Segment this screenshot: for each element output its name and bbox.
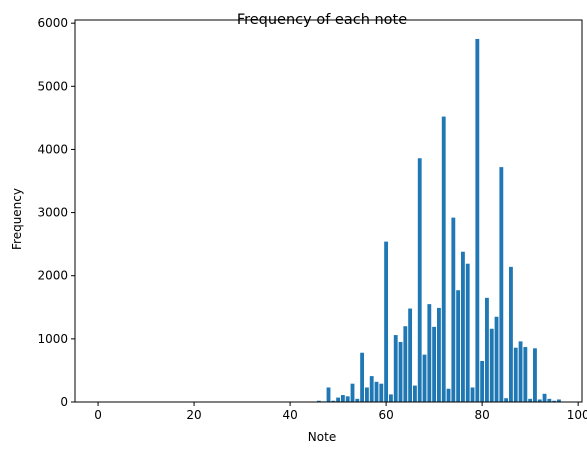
y-axis-ticks: 0 1000 2000 3000 4000 5000 6000 (37, 16, 75, 409)
y-tick-label: 4000 (37, 142, 68, 156)
x-axis-ticks: 0 20 40 60 80 100 (94, 402, 587, 422)
bar-note-60 (384, 241, 389, 402)
bar-note-78 (470, 387, 475, 402)
bar-note-87 (513, 347, 518, 402)
bar-note-62 (393, 335, 398, 402)
bar-note-66 (413, 385, 417, 402)
bar-note-73 (446, 388, 451, 402)
bar-note-65 (408, 308, 413, 402)
bar-note-71 (437, 307, 441, 402)
y-tick-label: 1000 (37, 332, 68, 346)
bar-note-64 (403, 326, 408, 402)
bar-note-49 (331, 400, 336, 402)
y-tick-label: 2000 (37, 269, 68, 283)
y-tick-label: 5000 (37, 79, 68, 93)
bar-note-92 (537, 399, 542, 402)
bar-note-94 (547, 398, 552, 402)
bar-note-54 (355, 398, 360, 402)
bar-note-57 (369, 376, 374, 402)
bar-note-93 (542, 393, 547, 402)
bar-note-74 (451, 217, 456, 402)
bar-note-68 (422, 354, 427, 402)
bar-note-56 (364, 387, 369, 402)
bar-note-77 (465, 263, 470, 402)
bar-note-72 (441, 116, 446, 402)
bar-note-81 (485, 297, 489, 402)
bar-note-82 (489, 328, 494, 402)
y-tick-label: 6000 (37, 16, 68, 30)
bar-note-85 (504, 398, 509, 402)
y-axis-label: Frequency (10, 188, 24, 250)
x-tick-label: 40 (282, 408, 297, 422)
x-tick-label: 20 (186, 408, 201, 422)
x-axis-label: Note (308, 430, 336, 444)
bar-note-75 (456, 290, 461, 402)
bar-note-63 (398, 342, 403, 402)
bar-note-79 (475, 38, 480, 402)
x-tick-label: 60 (378, 408, 393, 422)
x-tick-label: 80 (474, 408, 489, 422)
bar-note-48 (326, 387, 331, 402)
bar-note-91 (533, 348, 537, 402)
bar-note-59 (379, 383, 384, 402)
bar-note-95 (552, 400, 557, 402)
bar-note-52 (345, 396, 350, 402)
plot-frame (74, 19, 583, 403)
bar-note-83 (494, 316, 499, 402)
x-tick-label: 0 (94, 408, 102, 422)
bar-note-61 (388, 394, 393, 402)
bar-note-46 (316, 400, 321, 402)
bar-note-80 (480, 360, 485, 402)
bar-note-88 (518, 341, 523, 402)
x-tick-label: 100 (567, 408, 587, 422)
bar-note-96 (557, 399, 561, 402)
bars-group (316, 38, 561, 402)
bar-note-51 (340, 395, 345, 402)
bar-note-55 (360, 352, 365, 402)
bar-note-69 (427, 304, 432, 402)
y-tick-label: 0 (60, 395, 68, 409)
y-tick-label: 3000 (37, 206, 68, 220)
bar-note-76 (461, 251, 465, 402)
bar-note-50 (336, 397, 341, 402)
bar-note-90 (528, 398, 533, 402)
bar-note-58 (374, 381, 379, 402)
bar-note-89 (523, 347, 528, 402)
bar-note-86 (509, 266, 513, 402)
bar-note-53 (350, 383, 355, 402)
bar-note-84 (499, 167, 504, 402)
bar-note-67 (417, 158, 422, 402)
bar-note-70 (432, 326, 437, 402)
